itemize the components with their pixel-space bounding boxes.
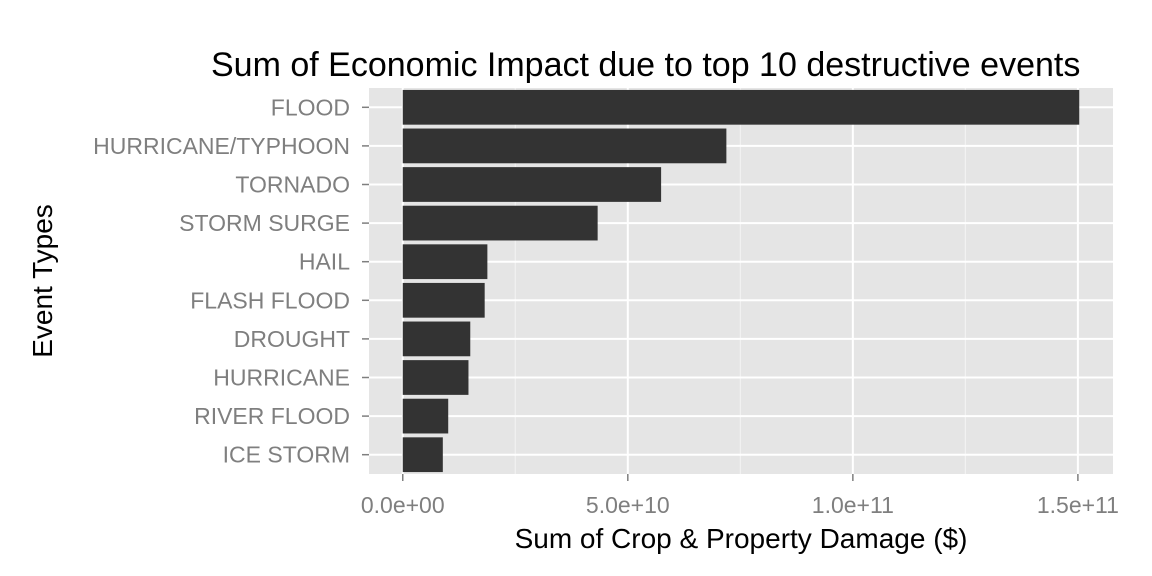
y-tick-label: STORM SURGE xyxy=(179,210,350,236)
y-axis-title: Event Types xyxy=(27,204,58,358)
y-tick-label: TORNADO xyxy=(235,172,350,198)
y-tick-label: DROUGHT xyxy=(234,326,350,352)
y-tick-label: HURRICANE xyxy=(213,365,350,391)
bar xyxy=(402,437,443,473)
bar xyxy=(402,321,471,357)
y-tick-label: HURRICANE/TYPHOON xyxy=(93,133,350,159)
x-axis-title: Sum of Crop & Property Damage ($) xyxy=(515,523,968,554)
bars xyxy=(402,89,1080,473)
bar xyxy=(402,360,469,395)
bar xyxy=(402,205,598,241)
bar xyxy=(402,89,1080,125)
y-axis: FLOOD HURRICANE/TYPHOON TORNADO STORM SURGE… xyxy=(93,94,369,468)
y-tick-label: HAIL xyxy=(299,249,350,275)
bar xyxy=(402,128,727,164)
y-tick-label: FLOOD xyxy=(271,94,350,120)
bar xyxy=(402,282,485,318)
bar xyxy=(402,244,488,280)
x-tick-label: 0.0e+00 xyxy=(361,492,445,518)
x-axis: 0.0e+00 5.0e+10 1.0e+11 1.5e+11 xyxy=(361,474,1119,518)
chart-title: Sum of Economic Impact due to top 10 des… xyxy=(211,46,1080,84)
x-tick-label: 1.5e+11 xyxy=(1037,492,1119,518)
bar xyxy=(402,398,449,434)
y-tick-label: FLASH FLOOD xyxy=(190,287,350,313)
y-tick-label: ICE STORM xyxy=(223,442,350,468)
x-tick-label: 1.0e+11 xyxy=(812,492,894,518)
y-tick-label: RIVER FLOOD xyxy=(194,403,350,429)
bar xyxy=(402,167,662,202)
x-tick-label: 5.0e+10 xyxy=(586,492,670,518)
